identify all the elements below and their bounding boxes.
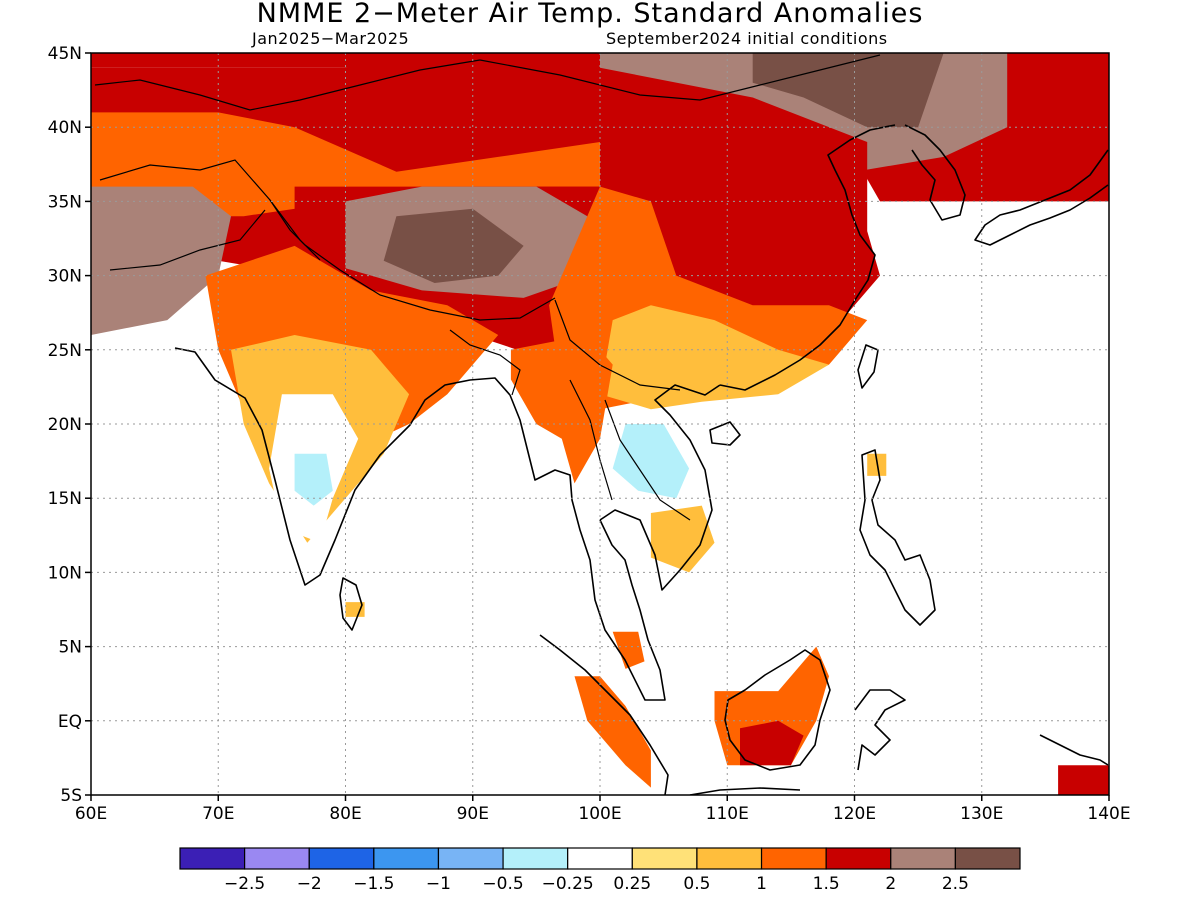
initial-conditions-label: September2024 initial conditions (606, 29, 888, 48)
x-tick-label: 60E (75, 804, 107, 824)
border-line (109, 209, 266, 271)
anomaly-region (612, 424, 690, 499)
colorbar-swatch (954, 847, 1021, 870)
coastline-new-guinea (1039, 734, 1109, 766)
colorbar-label: −2.5 (224, 874, 265, 894)
border-line (569, 379, 613, 501)
y-tick-label: 45N (48, 44, 82, 64)
colorbar-label: −1 (426, 874, 451, 894)
y-tick-label: 15N (48, 489, 82, 509)
y-tick-label: 35N (48, 192, 82, 212)
coastline-south-china (719, 124, 896, 391)
coastline-sri-lanka (339, 577, 363, 631)
colorbar-label: −2 (297, 874, 322, 894)
coastline-korea (904, 124, 966, 221)
anomaly-region (740, 720, 804, 766)
x-tick-label: 100E (578, 804, 621, 824)
country-borders (94, 54, 881, 521)
colorbar-swatch (825, 847, 892, 870)
colorbar-label: 0.25 (613, 874, 651, 894)
colorbar-label: 0.5 (683, 874, 710, 894)
coastline-hainan (709, 421, 741, 446)
longitude-axis: 60E 70E 80E 90E 100E 110E 120E 130E 140E (75, 795, 1131, 824)
coastline-philippines (859, 449, 936, 626)
colorbar-label: 1.5 (813, 874, 840, 894)
y-tick-label: EQ (58, 712, 82, 732)
colorbar-swatch (308, 847, 375, 870)
border-line (94, 59, 481, 111)
y-tick-label: 5N (58, 638, 82, 658)
anomaly-region (294, 453, 333, 506)
colorbar-swatch (760, 847, 827, 870)
colorbar-label: 1 (756, 874, 767, 894)
y-tick-label: 20N (48, 415, 82, 435)
coastline-taiwan (857, 344, 879, 389)
anomaly-region (574, 676, 651, 788)
anomaly-region (510, 335, 613, 484)
anomaly-region (1058, 765, 1109, 795)
colorbar-swatch (373, 847, 440, 870)
colorbar-swatch (890, 847, 956, 870)
coastline-japan (974, 149, 1109, 246)
colorbar: −2.5 −2 −1.5 −1 −0.5 −0.25 0.25 0.5 1 1.5 2 2.5 (179, 847, 1021, 894)
colorbar-label: −1.5 (353, 874, 394, 894)
colorbar-swatch (437, 847, 504, 870)
x-tick-label: 90E (457, 804, 489, 824)
border-line (269, 199, 556, 321)
colorbar-swatch (696, 847, 763, 870)
y-tick-label: 25N (48, 341, 82, 361)
anomaly-region (650, 505, 715, 573)
border-line (479, 54, 881, 101)
colorbar-swatch (502, 847, 569, 870)
x-tick-label: 70E (202, 804, 234, 824)
x-tick-label: 130E (960, 804, 1003, 824)
anomaly-field (91, 53, 1109, 795)
y-tick-label: 30N (48, 267, 82, 287)
anomaly-region (345, 602, 365, 617)
x-tick-label: 110E (706, 804, 749, 824)
coastline-malay-peninsula (509, 394, 666, 701)
x-tick-label: 140E (1087, 804, 1130, 824)
colorbar-label: 2.5 (942, 874, 969, 894)
colorbar-swatch (567, 847, 633, 870)
anomaly-region (383, 208, 524, 283)
anomaly-region (91, 186, 231, 335)
latitude-axis: 5S EQ 5N 10N 15N 20N 25N 30N 35N 40N 45N (48, 44, 91, 806)
anomaly-region (752, 53, 944, 128)
colorbar-swatch (179, 847, 246, 870)
forecast-period: Jan2025−Mar2025 (252, 29, 410, 48)
x-tick-label: 80E (329, 804, 361, 824)
border-line (604, 399, 691, 521)
y-tick-label: 40N (48, 118, 82, 138)
colorbar-label: 2 (885, 874, 896, 894)
coastlines (174, 124, 1109, 795)
chart-title: NMME 2−Meter Air Temp. Standard Anomalie… (256, 0, 924, 29)
coastline-java (689, 787, 801, 795)
coastline-sumatra (539, 634, 669, 795)
coastline-vietnam (599, 384, 721, 591)
colorbar-swatch (631, 847, 698, 870)
colorbar-label: −0.25 (542, 874, 594, 894)
y-tick-label: 5S (60, 786, 82, 806)
anomaly-region (600, 305, 829, 410)
coastline-sulawesi (854, 689, 906, 771)
anomaly-region (612, 631, 645, 669)
colorbar-swatch (244, 847, 310, 870)
border-line (449, 329, 521, 396)
x-tick-label: 120E (833, 804, 876, 824)
coastline-borneo (724, 649, 831, 771)
colorbar-label: −0.5 (482, 874, 523, 894)
y-tick-label: 10N (48, 563, 82, 583)
lat-lon-grid (91, 53, 1109, 795)
coastline-india (174, 347, 511, 586)
